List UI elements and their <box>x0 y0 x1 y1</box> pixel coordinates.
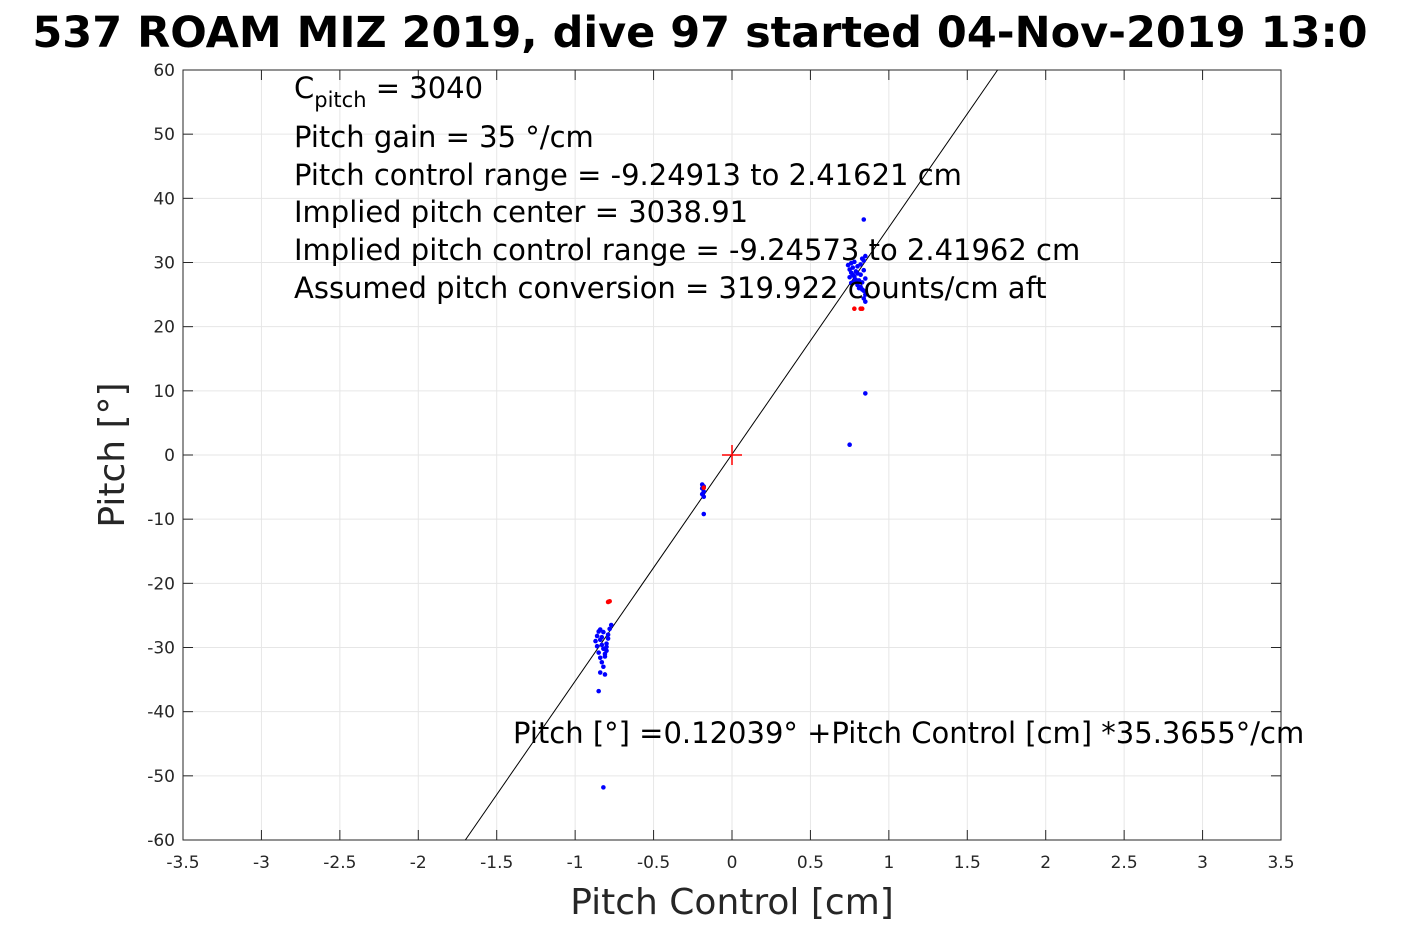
data-point <box>863 391 868 396</box>
data-point <box>848 260 854 266</box>
data-point <box>856 285 862 291</box>
data-point <box>594 633 600 639</box>
data-point <box>701 511 707 517</box>
data-point <box>701 494 707 500</box>
data-point <box>601 664 606 670</box>
data-point <box>602 672 608 677</box>
data-point <box>599 659 605 665</box>
annotation-c-pitch: Cpitch = 3040 <box>294 71 483 112</box>
x-tick-label: 2.5 <box>1111 853 1138 873</box>
data-point <box>859 280 865 285</box>
data-point <box>850 265 856 270</box>
y-axis-label: Pitch [°] <box>92 382 133 527</box>
data-point <box>599 634 605 640</box>
data-point <box>855 271 860 276</box>
data-point <box>604 641 609 646</box>
data-point <box>597 627 603 632</box>
annotation-c-value: = 3040 <box>367 71 484 105</box>
annotation-implied-control-range: Implied pitch control range = -9.24573 t… <box>294 233 1080 267</box>
y-tick-label: 10 <box>153 382 175 402</box>
data-point <box>597 655 603 661</box>
annotation-pitch-conversion: Assumed pitch conversion = 319.922 count… <box>294 271 1047 305</box>
x-tick-label: 2 <box>1040 853 1051 873</box>
data-point <box>597 670 603 675</box>
x-tick-label: 0 <box>727 853 738 873</box>
x-tick-label: -1 <box>567 853 584 873</box>
y-tick-label: -60 <box>147 831 175 851</box>
y-tick-label: -20 <box>147 574 175 594</box>
x-tick-label: 3.5 <box>1267 853 1294 873</box>
y-tick-label: 40 <box>153 189 175 209</box>
data-point <box>859 256 865 261</box>
data-point <box>604 644 609 650</box>
x-tick-label: 1 <box>883 853 894 873</box>
data-point <box>863 299 868 304</box>
data-point <box>847 274 852 280</box>
y-tick-label: 60 <box>153 61 175 81</box>
data-point <box>604 648 609 654</box>
annotation-implied-pitch-center: Implied pitch center = 3038.91 <box>294 195 748 229</box>
data-point <box>599 642 605 648</box>
data-points <box>593 217 868 790</box>
data-point <box>596 650 601 655</box>
fit-equation-label: Pitch [°] =0.12039° +Pitch Control [cm] … <box>513 716 1304 750</box>
annotation-block: Cpitch = 3040 Pitch gain = 35 °/cm Pitch… <box>294 71 1080 305</box>
x-tick-label: -2 <box>410 853 427 873</box>
data-point <box>596 688 601 694</box>
data-point <box>863 276 868 281</box>
y-tick-label: 20 <box>153 318 175 338</box>
annotation-pitch-gain: Pitch gain = 35 °/cm <box>294 120 594 154</box>
data-point <box>605 636 611 641</box>
chart-title: 537 ROAM MIZ 2019, dive 97 started 04-No… <box>32 8 1367 58</box>
data-point <box>593 638 598 644</box>
x-tick-label: -0.5 <box>637 853 670 873</box>
data-point <box>605 599 611 605</box>
x-tick-label: 1.5 <box>954 853 981 873</box>
x-tick-label: -2.5 <box>323 853 356 873</box>
x-tick-label: -3 <box>253 853 270 873</box>
center-marker-group <box>722 445 742 465</box>
data-point <box>861 217 867 222</box>
data-point <box>850 272 856 277</box>
data-point <box>601 629 606 635</box>
y-tick-label: 30 <box>153 254 175 274</box>
y-axis-ticks: -60 -50 -40 -30 -20 -10 0 10 20 30 40 50 60 <box>147 61 1281 851</box>
annotation-c-symbol: C <box>294 71 314 105</box>
x-axis-ticks: -3.5 -3 -2.5 -2 -1.5 -1 -0.5 0 0.5 1 1.5 2 2.5 3 3.5 <box>166 70 1295 873</box>
y-tick-label: 50 <box>153 125 175 145</box>
data-point <box>858 262 863 267</box>
x-tick-label: -1.5 <box>480 853 513 873</box>
y-tick-label: -50 <box>147 767 175 787</box>
data-point <box>859 306 865 312</box>
y-tick-label: -40 <box>147 703 175 723</box>
x-tick-label: 3 <box>1197 853 1208 873</box>
data-point <box>853 277 859 283</box>
data-point <box>601 785 606 790</box>
data-point <box>608 622 614 628</box>
y-tick-label: -30 <box>147 639 175 659</box>
x-axis-label: Pitch Control [cm] <box>570 882 894 923</box>
data-point <box>605 632 611 637</box>
x-tick-label: 0.5 <box>797 853 824 873</box>
grid-lines <box>182 69 1282 841</box>
data-point <box>852 306 857 312</box>
data-point <box>607 626 612 632</box>
data-point <box>594 643 600 649</box>
y-tick-label: -10 <box>147 510 175 530</box>
annotation-c-subscript: pitch <box>314 88 366 112</box>
data-point <box>861 267 867 273</box>
data-point <box>847 442 852 448</box>
data-point <box>863 292 868 297</box>
y-tick-label: 0 <box>164 446 175 466</box>
annotation-pitch-control-range: Pitch control range = -9.24913 to 2.4162… <box>294 158 962 192</box>
data-point <box>602 654 608 659</box>
data-point <box>863 253 868 259</box>
data-point <box>701 485 707 491</box>
x-tick-label: -3.5 <box>166 853 199 873</box>
